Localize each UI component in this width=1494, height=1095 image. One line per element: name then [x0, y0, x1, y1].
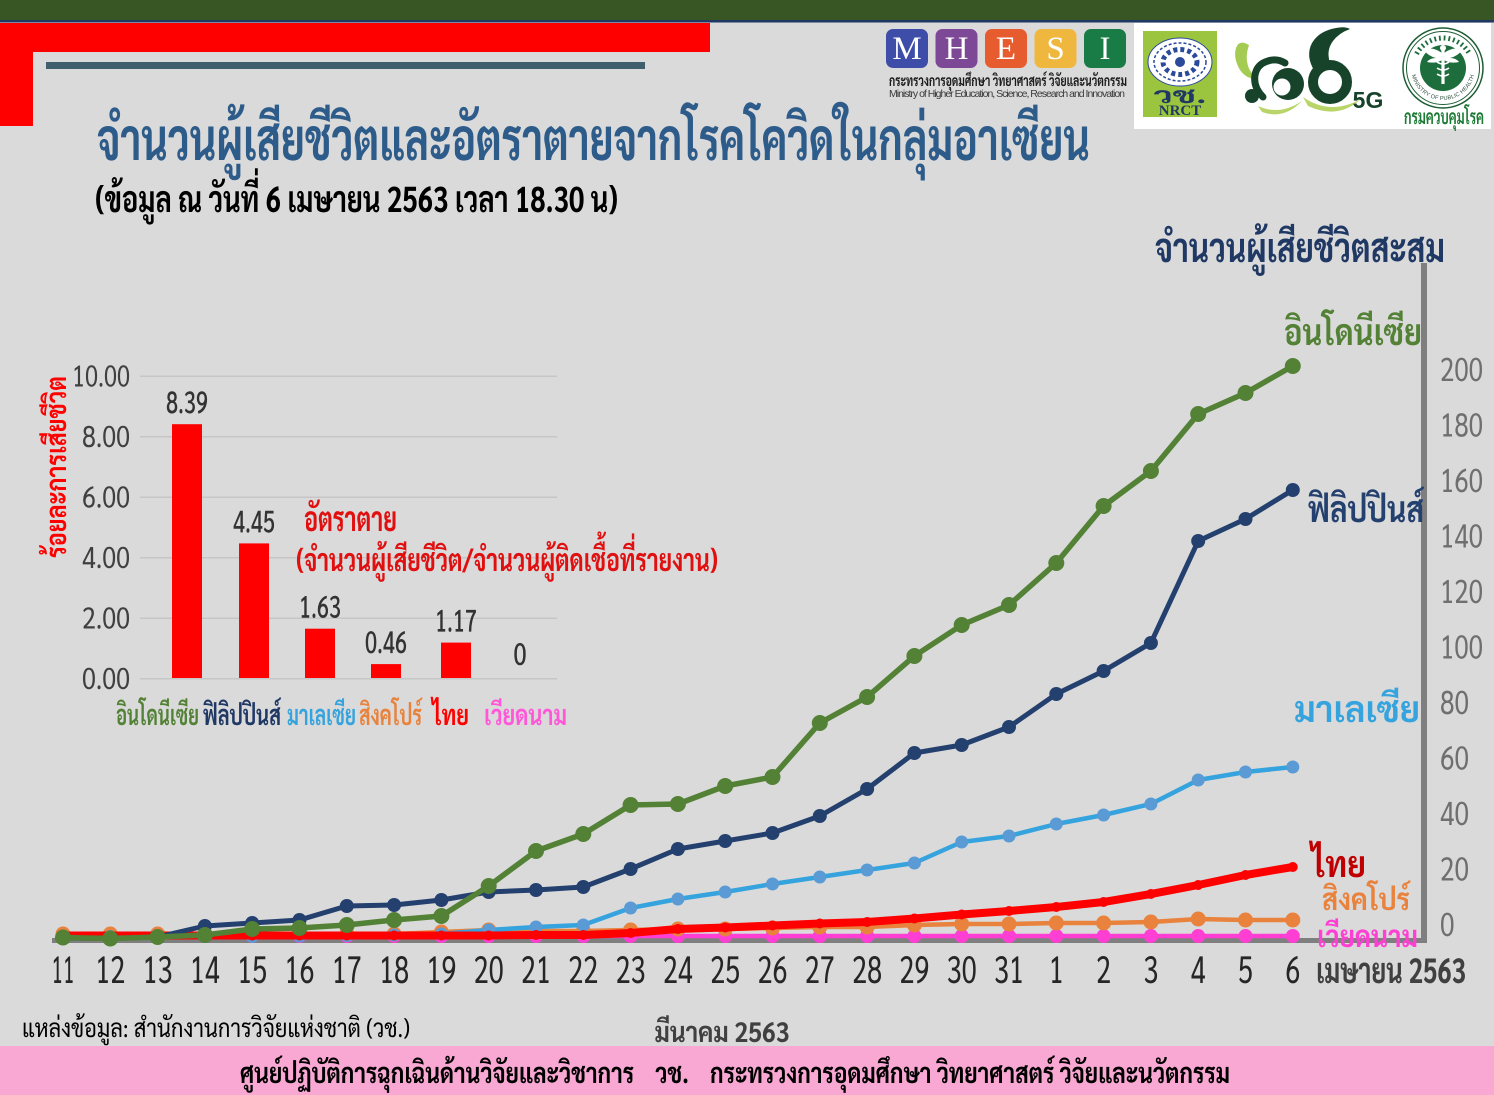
svg-text:M: M — [892, 31, 921, 67]
svg-text:I: I — [1100, 31, 1111, 67]
svg-text:H: H — [945, 31, 969, 67]
svg-text:E: E — [996, 31, 1016, 67]
svg-text:Ministry of Higher Education,: Ministry of Higher Education, Science, R… — [889, 88, 1125, 100]
svg-text:5G: 5G — [1353, 87, 1384, 113]
svg-text:S: S — [1046, 31, 1064, 67]
svg-text:NRCT: NRCT — [1159, 103, 1202, 119]
